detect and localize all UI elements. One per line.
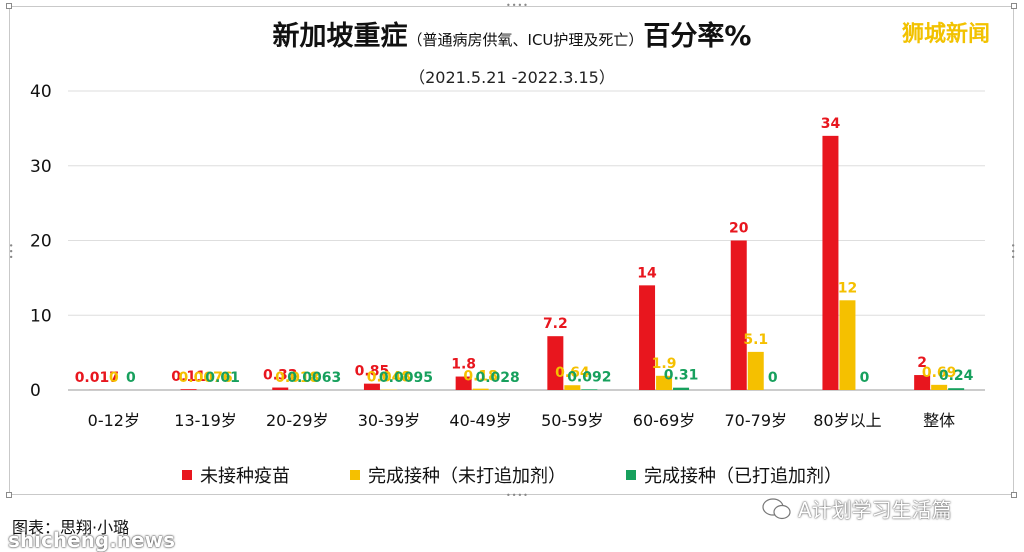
data-label-vaccinated-booster: 0 — [126, 370, 136, 386]
legend-label: 完成接种（未打追加剂） — [368, 462, 566, 488]
bar-unvaccinated — [639, 285, 655, 390]
x-tick-label: 整体 — [923, 411, 955, 430]
x-tick-label: 60-69岁 — [633, 411, 696, 430]
bar-vaccinated-no-booster — [748, 352, 764, 390]
wechat-account: A计划学习生活篇 — [798, 494, 952, 523]
bar-unvaccinated — [822, 136, 838, 390]
data-label-vaccinated-booster: 0 — [768, 370, 778, 386]
bar-vaccinated-no-booster — [839, 300, 855, 390]
legend-item-vaccinated-booster: 完成接种（已打追加剂） — [626, 462, 842, 488]
y-tick-label: 20 — [30, 232, 52, 252]
bar-unvaccinated — [181, 389, 197, 390]
y-tick-label: 40 — [30, 82, 52, 102]
x-tick-label: 50-59岁 — [541, 411, 604, 430]
data-label-vaccinated-booster: 0.01 — [205, 370, 240, 386]
data-label-vaccinated-no-booster: 12 — [838, 280, 857, 296]
y-tick-label: 10 — [30, 306, 52, 326]
data-label-unvaccinated: 34 — [821, 116, 841, 132]
bar-unvaccinated — [547, 336, 563, 390]
data-label-vaccinated-booster: 0.0095 — [379, 370, 433, 386]
wechat-watermark: A计划学习生活篇 — [762, 494, 952, 523]
bar-vaccinated-no-booster — [564, 385, 580, 390]
wechat-icon — [762, 498, 792, 520]
legend-swatch-vaccinated-booster — [626, 470, 636, 480]
x-tick-label: 20-29岁 — [266, 411, 329, 430]
data-label-vaccinated-no-booster: 5.1 — [743, 332, 768, 348]
x-tick-label: 70-79岁 — [725, 411, 788, 430]
x-tick-label: 80岁以上 — [813, 411, 881, 430]
x-tick-label: 40-49岁 — [449, 411, 512, 430]
legend-label: 完成接种（已打追加剂） — [644, 462, 842, 488]
data-label-vaccinated-booster: 0.24 — [939, 368, 974, 384]
bar-vaccinated-booster — [673, 388, 689, 390]
x-tick-label: 0-12岁 — [88, 411, 140, 430]
bar-unvaccinated — [731, 241, 747, 391]
legend-item-vaccinated-no-booster: 完成接种（未打追加剂） — [350, 462, 566, 488]
legend-swatch-vaccinated-no-booster — [350, 470, 360, 480]
data-label-unvaccinated: 20 — [729, 221, 749, 237]
legend-item-unvaccinated: 未接种疫苗 — [182, 462, 290, 488]
x-tick-label: 13-19岁 — [174, 411, 237, 430]
bar-vaccinated-no-booster — [931, 385, 947, 390]
data-label-vaccinated-booster: 0.31 — [664, 368, 699, 384]
bar-unvaccinated — [272, 388, 288, 390]
legend-label: 未接种疫苗 — [200, 462, 290, 488]
x-tick-label: 30-39岁 — [358, 411, 421, 430]
data-label-vaccinated-booster: 0.092 — [567, 369, 611, 385]
site-watermark: shicheng.news — [8, 528, 175, 552]
bar-vaccinated-booster — [581, 389, 597, 390]
data-label-vaccinated-booster: 0.0063 — [287, 370, 341, 386]
bar-vaccinated-no-booster — [473, 389, 489, 390]
data-label-unvaccinated: 14 — [637, 265, 657, 281]
legend: 未接种疫苗 完成接种（未打追加剂） 完成接种（已打追加剂） — [0, 462, 1024, 488]
data-label-vaccinated-booster: 0 — [860, 370, 870, 386]
y-tick-label: 30 — [30, 157, 52, 177]
bar-vaccinated-booster — [948, 388, 964, 390]
data-label-vaccinated-booster: 0.028 — [476, 370, 520, 386]
data-label-vaccinated-no-booster: 0 — [109, 370, 119, 386]
data-label-unvaccinated: 7.2 — [543, 316, 568, 332]
legend-swatch-unvaccinated — [182, 470, 192, 480]
y-tick-label: 0 — [30, 381, 41, 401]
